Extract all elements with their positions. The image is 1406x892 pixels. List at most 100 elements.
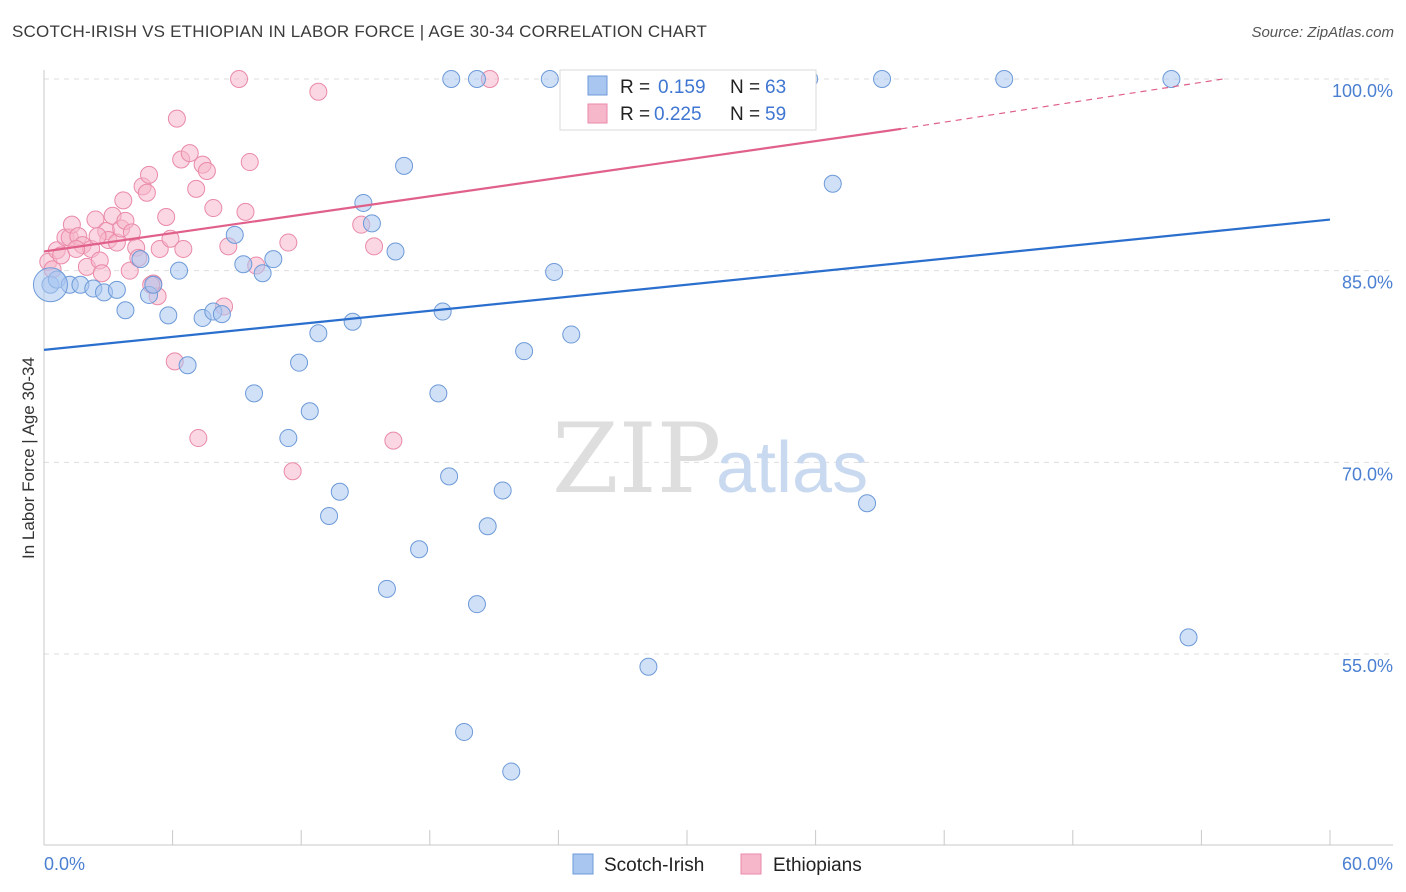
y-tick-label-3: 100.0% <box>1332 81 1393 101</box>
scotch-irish-point-20 <box>253 264 272 283</box>
legend-swatch-scotch-irish <box>587 75 608 96</box>
ethiopians-point-50 <box>283 462 302 481</box>
ethiopians-point-31 <box>157 208 176 226</box>
scotch-irish-point-27 <box>320 507 339 525</box>
scotch-irish-point-24 <box>300 402 319 421</box>
scotch-irish-point-26 <box>330 482 349 501</box>
scotch-irish-point-50 <box>639 657 658 676</box>
scotch-irish-point-22 <box>279 429 298 448</box>
scotch-irish-point-42 <box>493 481 512 500</box>
scotch-irish-point-55 <box>823 174 842 193</box>
ethiopians-point-39 <box>189 429 208 448</box>
bottom-legend-ethiopians: Ethiopians <box>773 855 862 876</box>
ethiopians-point-38 <box>187 179 206 198</box>
ethiopians-point-13 <box>92 264 111 283</box>
y-tick-label-0: 55.0% <box>1342 656 1393 676</box>
ethiopians-point-26 <box>137 183 156 202</box>
bottom-swatch-scotch-irish <box>572 853 594 875</box>
scotch-irish-point-21 <box>264 250 283 269</box>
scotch-irish-point-40 <box>467 595 486 614</box>
legend-swatch-ethiopians <box>587 103 608 124</box>
scotch-irish-point-46 <box>545 262 564 281</box>
y-tick-label-1: 70.0% <box>1342 464 1393 484</box>
scotch-irish-point-12 <box>170 261 189 280</box>
legend-r-value-1: 0.159 <box>658 77 706 98</box>
scotch-irish-point-30 <box>362 214 381 233</box>
ethiopians-point-27 <box>140 165 159 184</box>
ethiopians-point-3 <box>52 246 71 265</box>
scotch-irish-point-31 <box>377 579 396 598</box>
legend-n-value-2: 59 <box>765 104 786 125</box>
scotch-irish-point-58 <box>995 70 1014 88</box>
scotch-irish-point-36 <box>433 302 452 321</box>
ethiopians-point-54 <box>384 431 403 450</box>
x-tick-max: 60.0% <box>1342 854 1393 874</box>
ethiopians-point-49 <box>279 233 298 252</box>
legend-n-label-1: N = <box>730 77 760 98</box>
scotch-irish-cluster-point <box>32 267 68 303</box>
watermark-zip: ZIP <box>552 403 721 515</box>
chart-title: SCOTCH-IRISH VS ETHIOPIAN IN LABOR FORCE… <box>12 22 708 41</box>
scotch-irish-point-13 <box>178 356 197 375</box>
scotch-irish-point-62 <box>467 70 486 88</box>
stats-legend: R = 0.159 N = 63 R = 0.225 N = 59 <box>559 69 817 131</box>
ethiopians-point-34 <box>167 109 186 128</box>
ethiopians-point-41 <box>197 162 216 180</box>
scotch-irish-point-57 <box>873 70 892 88</box>
ethiopians-point-46 <box>236 202 255 221</box>
scotch-irish-point-16 <box>212 305 231 324</box>
scotch-irish-point-60 <box>1179 628 1198 647</box>
ethiopians-trend-extension <box>901 78 1223 130</box>
scotch-irish-point-29 <box>354 193 373 212</box>
scotch-irish-point-37 <box>442 70 461 88</box>
legend-n-value-1: 63 <box>765 77 786 98</box>
scotch-irish-point-38 <box>440 467 459 486</box>
ethiopians-point-47 <box>240 153 259 172</box>
ethiopians-point-42 <box>204 199 223 218</box>
watermark-atlas: atlas <box>716 428 868 508</box>
scotch-irish-point-25 <box>309 324 328 343</box>
scotch-irish-point-18 <box>234 255 253 274</box>
scotch-irish-point-23 <box>290 353 309 372</box>
bottom-swatch-ethiopians <box>740 853 762 875</box>
scotch-irish-point-28 <box>343 312 362 331</box>
y-tick-labels: 55.0% 70.0% 85.0% 100.0% <box>1332 81 1393 676</box>
scotch-irish-point-6 <box>107 280 126 299</box>
ethiopians-point-51 <box>309 82 328 101</box>
ethiopians-point-37 <box>180 144 199 163</box>
scotch-irish-point-47 <box>562 325 581 344</box>
scotch-irish-point-44 <box>515 342 534 361</box>
scotch-irish-point-39 <box>455 722 474 741</box>
bottom-legend-scotch-irish: Scotch-Irish <box>604 855 704 876</box>
scotch-irish-point-56 <box>858 494 877 513</box>
scotch-irish-point-8 <box>131 250 150 269</box>
ethiopians-point-21 <box>120 261 139 280</box>
scotch-irish-point-35 <box>429 384 448 403</box>
scotch-irish-point-10 <box>144 275 163 294</box>
ethiopians-point-53 <box>365 237 384 256</box>
legend-r-label-2: R = <box>620 104 650 125</box>
scotch-irish-point-33 <box>395 156 414 175</box>
y-axis-label: In Labor Force | Age 30-34 <box>19 357 38 559</box>
ethiopians-point-45 <box>230 70 249 88</box>
scotch-irish-point-17 <box>225 225 244 244</box>
scotch-irish-trend-line <box>43 218 1331 351</box>
ethiopians-point-19 <box>114 191 133 210</box>
x-tick-min: 0.0% <box>44 854 85 874</box>
trend-lines <box>43 78 1331 351</box>
axes <box>43 70 1393 846</box>
y-tick-label-2: 85.0% <box>1342 273 1393 293</box>
series-legend: Scotch-Irish Ethiopians <box>572 853 862 876</box>
legend-r-label-1: R = <box>620 77 650 98</box>
ethiopians-point-58 <box>67 239 86 258</box>
ethiopians-point-36 <box>174 239 193 258</box>
scotch-irish-point-11 <box>159 306 178 325</box>
legend-n-label-2: N = <box>730 104 760 125</box>
scotch-irish-point-59 <box>1162 70 1181 88</box>
source-label: Source: ZipAtlas.com <box>1251 24 1394 41</box>
legend-r-value-2: 0.225 <box>654 104 702 125</box>
scotch-irish-point-7 <box>116 301 135 320</box>
scotch-irish-point-45 <box>540 70 559 88</box>
scotch-irish-point-19 <box>245 384 264 403</box>
